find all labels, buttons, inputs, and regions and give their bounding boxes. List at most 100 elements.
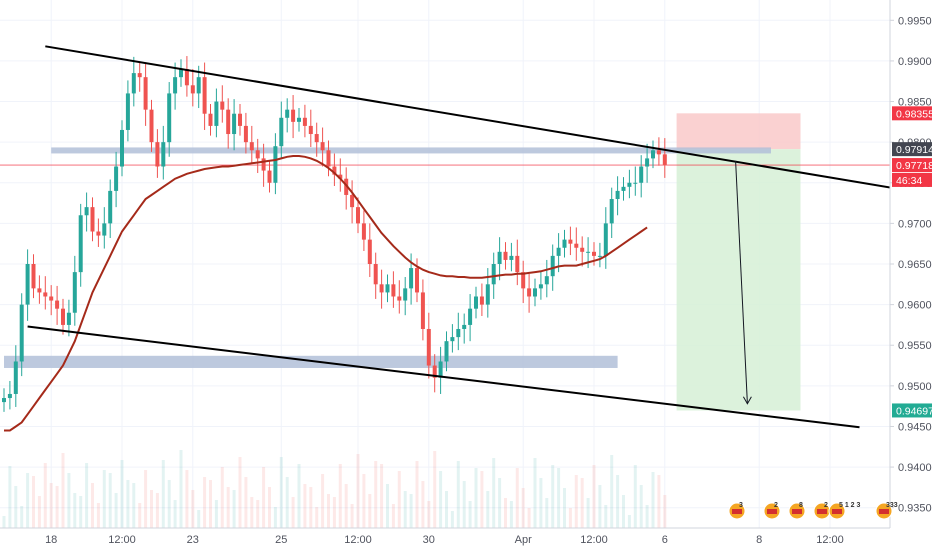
candle (220, 85, 225, 123)
volume-bar (397, 471, 401, 528)
volume-bar (616, 475, 620, 528)
candle-body (31, 264, 36, 289)
volume-bar (238, 457, 242, 528)
candle-body (509, 255, 514, 260)
volume-bar (657, 475, 661, 528)
candle (379, 269, 384, 309)
candle-body (125, 93, 130, 130)
candle (597, 242, 602, 268)
price-tag-label: 0.97718 (896, 160, 932, 172)
candle (367, 223, 372, 277)
volume-bar (291, 497, 295, 528)
flag-stripe (767, 509, 777, 514)
candle-body (326, 150, 331, 167)
candle-body (25, 264, 30, 305)
candle-body (291, 109, 296, 122)
candle-body (544, 276, 549, 285)
volume-bar (533, 458, 537, 528)
candle (149, 99, 154, 152)
candle (338, 158, 343, 192)
event-count: 3 (739, 502, 743, 509)
volume-bar (303, 484, 307, 528)
candle (255, 138, 260, 174)
candle (55, 285, 60, 325)
volume-bar (563, 488, 566, 528)
volume-bar (315, 507, 319, 528)
candle-body (403, 288, 408, 301)
candle (438, 346, 443, 394)
volume-bar (433, 451, 437, 528)
event-marker[interactable]: 2 (763, 502, 781, 520)
candle-body (114, 166, 119, 191)
candles (2, 56, 667, 412)
volume-bar (327, 494, 330, 528)
candle (385, 274, 390, 303)
candle (232, 99, 237, 151)
time-axis: 18 12:00 23 25 12:00 30 Apr 12:00 6 8 12:00 (45, 534, 844, 546)
candle-body (131, 73, 136, 94)
candle (161, 125, 166, 180)
price-tag-background (892, 158, 932, 173)
candle (137, 61, 142, 92)
volume-bar (462, 481, 466, 528)
volume-bar (55, 486, 59, 528)
candle-body (645, 158, 650, 167)
candle-body (450, 337, 455, 342)
event-marker[interactable]: 3 (728, 502, 746, 520)
event-marker[interactable]: 333 (875, 502, 898, 520)
candle-body (78, 215, 83, 273)
event-marker[interactable]: 5 1 2 3 (828, 502, 861, 520)
volume-bar (297, 464, 301, 528)
volume-bar (220, 467, 224, 528)
volume-bar (492, 458, 496, 528)
event-marker[interactable]: 8 (788, 502, 806, 520)
candle-body (491, 264, 496, 285)
volume-bar (209, 480, 212, 528)
candle (302, 104, 307, 138)
event-marker[interactable]: 2 (813, 502, 831, 520)
price-tag: 46:34 (892, 172, 932, 187)
moving-average-line (4, 155, 648, 432)
candle-body (651, 150, 655, 159)
candle (2, 388, 6, 412)
volume-bar (37, 496, 41, 528)
candle-body (261, 158, 266, 171)
volume-bar (527, 508, 531, 528)
volume-bar (279, 457, 283, 528)
candle (456, 312, 461, 351)
candle (190, 69, 195, 107)
candle (350, 180, 355, 224)
price-axis: 0.995000.990000.985000.980000.975000.970… (890, 15, 932, 515)
volume-bar (515, 468, 519, 528)
candle (544, 259, 549, 298)
candle-body (621, 186, 626, 191)
stop-loss-zone (676, 113, 801, 150)
candle-body (586, 251, 591, 253)
candle (37, 275, 42, 304)
candle (78, 203, 83, 287)
candle-body (2, 398, 6, 403)
volume-bar (273, 507, 277, 528)
volume-bar (332, 497, 336, 528)
candle-body (597, 255, 602, 257)
candle (102, 207, 107, 249)
candle-body (66, 312, 71, 325)
price-tag: 0.98355 (892, 106, 932, 121)
volume-bar (598, 485, 602, 528)
candle-body (391, 284, 396, 297)
candle (615, 176, 620, 216)
candle (285, 98, 290, 133)
candle-body (656, 150, 661, 155)
volume-bar (557, 468, 561, 528)
candle-body (302, 117, 307, 126)
take-profit-zone (676, 149, 801, 411)
channel-upper-trendline (45, 45, 901, 191)
volume-bar (191, 490, 195, 528)
candle-body (444, 341, 449, 362)
candle-body (238, 113, 242, 126)
volume-bar (456, 461, 460, 528)
volume-bar (521, 488, 525, 528)
